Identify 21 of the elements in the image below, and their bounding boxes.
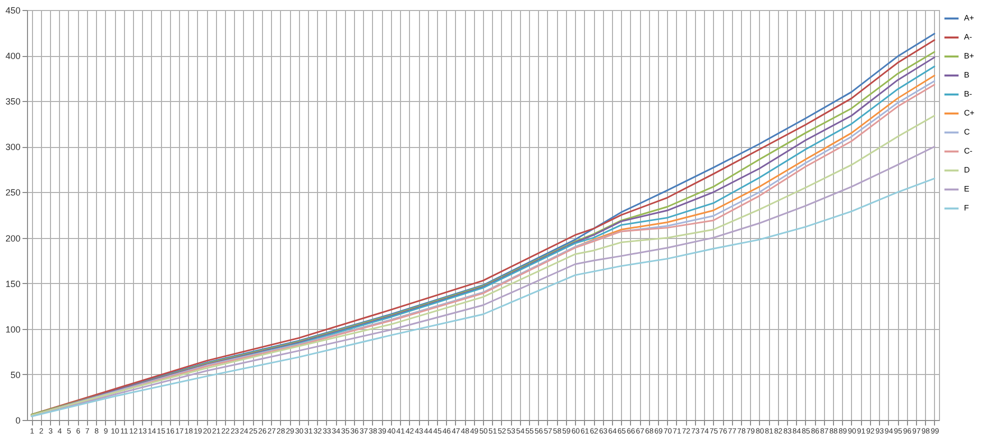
y-tick-label: 450 <box>5 6 20 16</box>
y-tick-label: 200 <box>5 233 20 244</box>
y-tick-label: 50 <box>10 370 20 380</box>
y-tick-label: 350 <box>5 96 20 107</box>
legend-label: B <box>964 70 970 80</box>
legend-label: B+ <box>964 52 974 60</box>
y-tick-label: 0 <box>15 416 20 426</box>
y-tick-label: 150 <box>5 278 20 289</box>
legend-label: D <box>964 166 970 174</box>
legend-label: B- <box>964 90 972 98</box>
y-tick-label: 100 <box>5 324 20 334</box>
legend-label: C <box>964 128 970 136</box>
legend-label: F <box>964 204 969 212</box>
legend-label: A- <box>964 32 972 42</box>
y-tick-label: 250 <box>5 188 20 198</box>
legend-label: A+ <box>964 14 974 22</box>
y-tick-label: 300 <box>5 142 20 152</box>
legend-label: C+ <box>964 108 975 118</box>
legend-label: C- <box>964 146 973 156</box>
y-tick-label: 400 <box>5 51 20 62</box>
legend-label: E <box>964 184 970 194</box>
